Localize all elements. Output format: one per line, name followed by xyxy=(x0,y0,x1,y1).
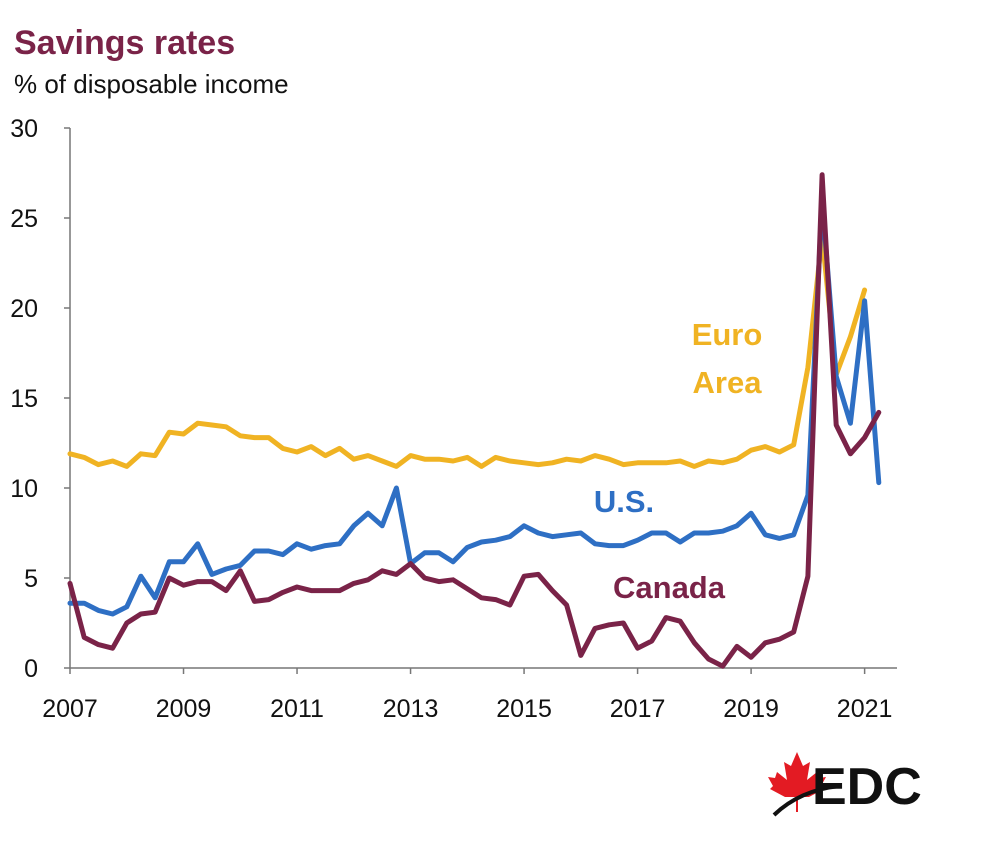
x-tick-label: 2019 xyxy=(723,695,779,723)
y-tick-label: 0 xyxy=(24,655,38,683)
series-line-euro-area xyxy=(67,233,868,469)
logo-swoosh xyxy=(772,784,841,817)
x-axis: 2007 2009 2011 2013 2015 2017 2019 2021 xyxy=(42,667,897,723)
x-tick-label: 2021 xyxy=(837,695,893,723)
maple-leaf-icon xyxy=(768,752,826,812)
y-axis: 0 5 10 15 20 25 30 xyxy=(10,115,71,683)
series-label-euro-area: Euro xyxy=(692,317,763,352)
x-tick-label: 2011 xyxy=(270,695,324,723)
x-tick-label: 2015 xyxy=(496,695,552,723)
y-tick-label: 15 xyxy=(10,385,38,413)
y-tick-label: 10 xyxy=(10,475,38,503)
x-tick-label: 2017 xyxy=(610,695,666,723)
series-label-u-s: U.S. xyxy=(594,484,654,519)
logo-text: EDC xyxy=(812,758,922,816)
x-tick-label: 2007 xyxy=(42,695,98,723)
y-tick-label: 5 xyxy=(24,565,38,593)
series-line-u-s xyxy=(67,197,882,617)
y-tick-label: 30 xyxy=(10,115,38,143)
edc-logo: EDC xyxy=(768,752,922,817)
series-labels: Euro Area U.S. Canada xyxy=(594,317,762,605)
series-label-euro-area: Area xyxy=(693,365,763,400)
series-lines xyxy=(67,172,882,669)
y-tick-label: 20 xyxy=(10,295,38,323)
y-tick-label: 25 xyxy=(10,205,38,233)
chart-title: Savings rates xyxy=(14,24,235,62)
series-label-canada: Canada xyxy=(613,570,726,605)
chart-subtitle: % of disposable income xyxy=(14,69,289,99)
series-line-canada xyxy=(67,172,882,669)
x-tick-label: 2009 xyxy=(156,695,212,723)
x-tick-label: 2013 xyxy=(383,695,439,723)
